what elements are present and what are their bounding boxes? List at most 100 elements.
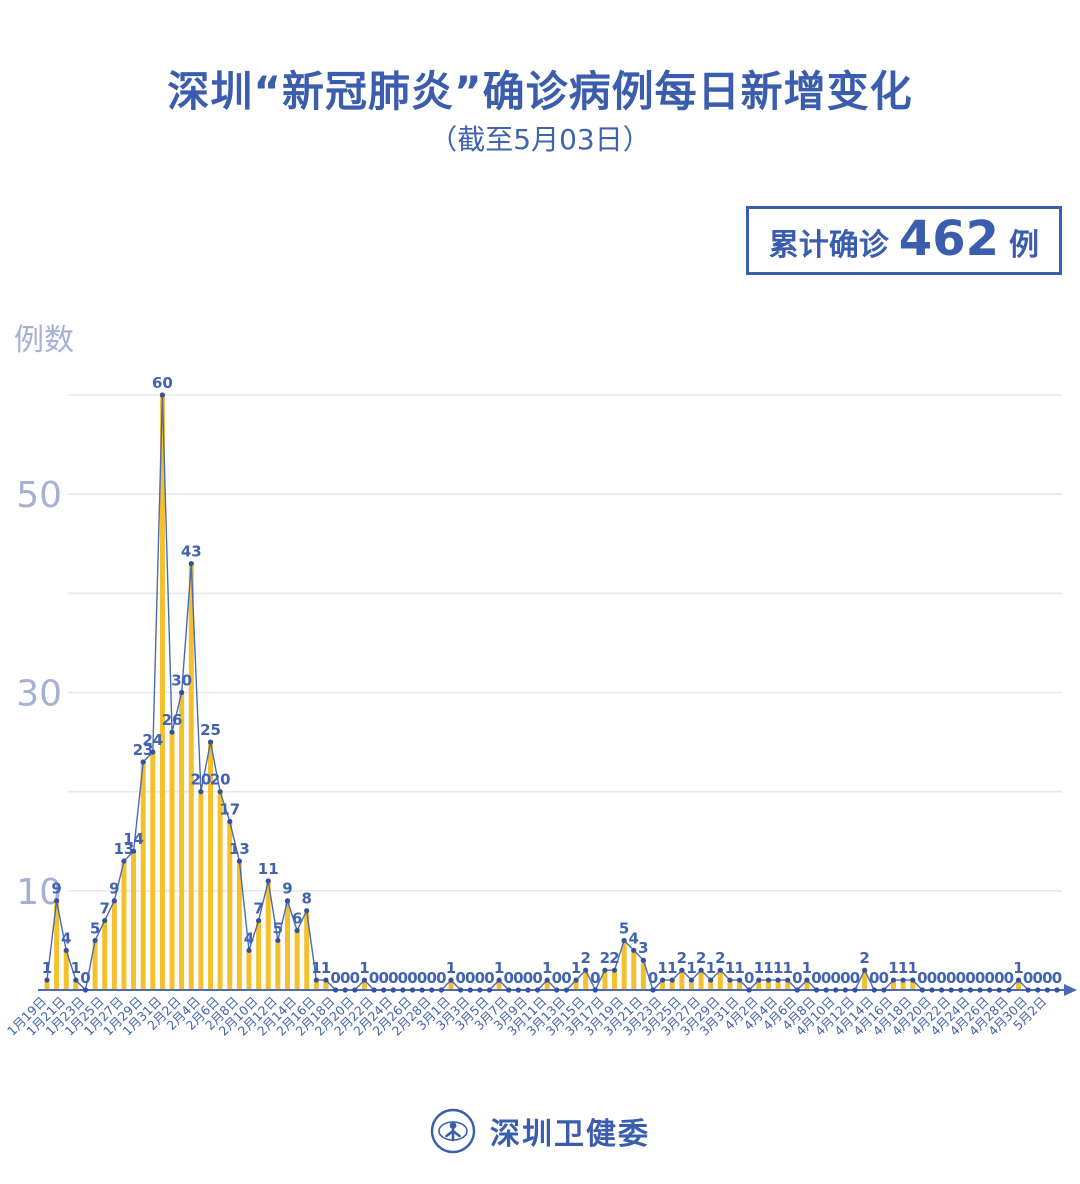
data-point <box>544 977 550 983</box>
data-point <box>583 967 589 973</box>
data-point <box>477 987 483 993</box>
bar <box>765 980 771 990</box>
bar <box>1016 980 1022 990</box>
data-point <box>660 977 666 983</box>
data-point <box>150 749 156 755</box>
data-point <box>1044 987 1050 993</box>
data-point <box>958 987 964 993</box>
bar <box>448 980 454 990</box>
data-point <box>246 947 252 953</box>
data-point <box>1006 987 1012 993</box>
bar <box>92 940 98 990</box>
data-point <box>852 987 858 993</box>
value-label: 14 <box>123 830 144 848</box>
value-label: 9 <box>282 880 292 898</box>
value-label: 4 <box>629 929 639 947</box>
line-series <box>46 394 1057 992</box>
data-point <box>698 967 704 973</box>
value-label: 1 <box>359 959 369 977</box>
shenzhen-health-commission-logo-icon <box>430 1108 476 1154</box>
data-point <box>227 818 233 825</box>
bar <box>236 861 242 990</box>
bar <box>785 980 791 990</box>
value-label: 0 <box>648 969 658 987</box>
data-point <box>1054 987 1060 993</box>
data-point <box>679 967 685 973</box>
data-point <box>506 987 512 993</box>
bar <box>102 920 108 990</box>
data-point <box>794 987 800 993</box>
value-label: 2 <box>677 949 687 967</box>
value-label: 0 <box>821 969 831 987</box>
data-point <box>736 977 743 983</box>
bar <box>159 394 165 990</box>
value-label: 9 <box>51 880 61 898</box>
bar <box>179 692 185 990</box>
value-label: 1 <box>782 959 792 977</box>
data-point <box>54 898 60 904</box>
data-point <box>669 977 675 983</box>
value-label: 2 <box>609 949 619 967</box>
value-label: 0 <box>965 969 975 987</box>
value-label: 0 <box>590 969 600 987</box>
value-label: 20 <box>210 771 231 789</box>
data-point <box>717 967 723 973</box>
data-point <box>313 977 319 983</box>
bar <box>265 880 271 990</box>
value-label: 0 <box>475 969 485 987</box>
data-point <box>198 789 204 795</box>
bar <box>313 980 319 990</box>
data-point <box>323 977 329 983</box>
bar <box>256 920 262 990</box>
bar <box>890 980 896 990</box>
value-label: 0 <box>552 969 562 987</box>
bar <box>544 980 550 990</box>
page-subtitle: （截至5月03日） <box>429 123 651 156</box>
daily-new-cases-chart: 1030501941057913142324602630432025201713… <box>4 374 1077 1039</box>
value-label: 0 <box>811 969 821 987</box>
value-label: 0 <box>1033 969 1043 987</box>
bar <box>612 970 618 990</box>
data-point <box>640 957 646 963</box>
data-point <box>179 689 185 696</box>
value-label: 1 <box>802 959 812 977</box>
value-label: 1 <box>754 959 764 977</box>
data-point <box>746 987 752 993</box>
value-label: 8 <box>301 890 311 908</box>
data-point <box>785 977 791 983</box>
value-label: 1 <box>686 959 696 977</box>
data-point <box>631 947 637 953</box>
value-label: 1 <box>1013 959 1023 977</box>
bar <box>227 821 233 990</box>
data-point <box>977 987 983 993</box>
data-point <box>756 977 762 983</box>
data-point <box>688 977 695 983</box>
data-point <box>842 987 848 993</box>
bar <box>688 980 694 990</box>
value-label: 0 <box>994 969 1004 987</box>
data-point <box>967 987 974 993</box>
data-point <box>948 987 954 993</box>
bar <box>496 980 502 990</box>
value-label: 0 <box>831 969 841 987</box>
value-label: 0 <box>80 969 90 987</box>
bar <box>583 970 589 990</box>
value-label: 0 <box>465 969 475 987</box>
y-tick-label: 50 <box>16 475 62 516</box>
value-label: 0 <box>340 969 350 987</box>
data-point <box>448 977 454 983</box>
data-point <box>63 947 69 953</box>
bar <box>910 980 916 990</box>
data-point <box>381 987 387 993</box>
data-point <box>573 977 579 983</box>
value-label: 3 <box>638 939 648 957</box>
value-label: 0 <box>532 969 542 987</box>
data-point <box>294 927 300 934</box>
bar <box>44 980 50 990</box>
value-label: 0 <box>513 969 523 987</box>
data-point <box>429 987 435 993</box>
bar <box>737 980 743 990</box>
bar <box>804 980 810 990</box>
value-label: 0 <box>869 969 879 987</box>
page-title: 深圳“新冠肺炎”确诊病例每日新增变化 <box>167 67 913 116</box>
